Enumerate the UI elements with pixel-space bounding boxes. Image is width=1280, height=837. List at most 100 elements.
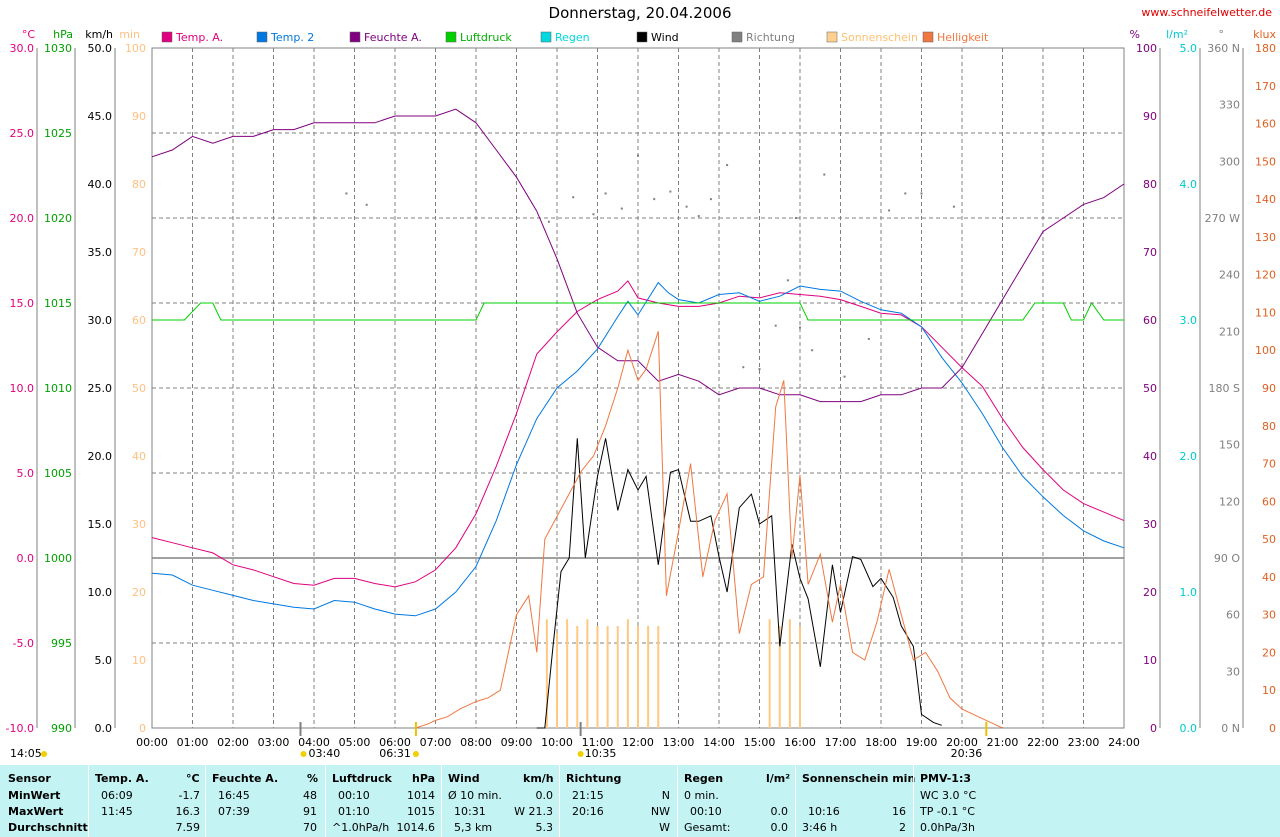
- pressure-axis-tick-label: 1025: [44, 127, 72, 140]
- time-tick-label: 14:00: [703, 736, 735, 749]
- chart-title: Donnerstag, 20.04.2006: [548, 4, 732, 22]
- sunmin-tick-label: 10: [132, 654, 146, 667]
- pressure-max-value: 1015: [407, 805, 435, 818]
- direction-point: [867, 337, 870, 340]
- rain-axis-tick-label: 3.0: [1180, 314, 1198, 327]
- sunmin-tick-label: 80: [132, 178, 146, 191]
- temp-axis-tick-label: -10.0: [6, 722, 34, 735]
- wind-axis-tick-label: 35.0: [88, 246, 113, 259]
- summary-table: Sensor MinWert MaxWert Durchschnitt Temp…: [0, 765, 1280, 837]
- legend-swatch: [445, 31, 457, 43]
- direction-point: [592, 213, 595, 216]
- humidity-max-value: 91: [303, 805, 317, 818]
- temp-min-time: 06:09: [101, 789, 133, 802]
- lux-tick-label: 70: [1262, 458, 1276, 471]
- wind-max-time: 10:31: [454, 805, 486, 818]
- lux-tick-label: 10: [1262, 684, 1276, 697]
- legend-swatch: [349, 31, 361, 43]
- lux-tick-label: 50: [1262, 533, 1276, 546]
- lux-tick-label: 160: [1255, 118, 1276, 131]
- direction-axis-tick-label: 210: [1219, 325, 1240, 338]
- direction-axis-tick-label: 270 W: [1205, 212, 1240, 225]
- sunmin-tick-label: 70: [132, 246, 146, 259]
- humidity-unit: %: [307, 772, 319, 785]
- direction-point: [742, 366, 745, 369]
- site-url[interactable]: www.schneifelwetter.de: [1141, 6, 1272, 19]
- legend-swatch: [731, 31, 743, 43]
- temp-axis-tick-label: 25.0: [10, 127, 35, 140]
- sunmin-tick-label: 50: [132, 382, 146, 395]
- lux-tick-label: 170: [1255, 80, 1276, 93]
- lux-tick-label: 130: [1255, 231, 1276, 244]
- time-tick-label: 10:00: [541, 736, 573, 749]
- direction-axis-tick-label: 0 N: [1221, 722, 1240, 735]
- humidity-axis-tick-label: 100: [1136, 42, 1157, 55]
- solar-noon-label: 10:35: [585, 747, 617, 760]
- sunmin-tick-label: 90: [132, 110, 146, 123]
- direction-point: [823, 173, 826, 176]
- time-tick-label: 16:00: [784, 736, 816, 749]
- wind-axis-tick-label: 30.0: [88, 314, 113, 327]
- rain-total-value: 0.0: [770, 821, 789, 834]
- rain-max-value: 0.0: [770, 805, 789, 818]
- direction-min-value: N: [661, 789, 670, 802]
- legend-label: Wind: [651, 31, 679, 44]
- first-time-label: 14:05: [10, 747, 42, 760]
- pressure-avg-value: 1014.6: [396, 821, 436, 834]
- time-tick-label: 00:00: [136, 736, 168, 749]
- direction-point: [794, 217, 797, 219]
- wind-axis-tick-label: 0.0: [95, 722, 113, 735]
- direction-max-value: NW: [650, 805, 670, 818]
- lux-tick-label: 60: [1262, 495, 1276, 508]
- wind-min-value: 0.0: [535, 789, 554, 802]
- direction-point: [547, 220, 550, 223]
- pressure-axis-tick-label: 990: [51, 722, 72, 735]
- direction-axis-tick-label: 330: [1219, 99, 1240, 112]
- direction-avg-value: W: [659, 821, 670, 834]
- direction-header: Richtung: [566, 772, 622, 785]
- direction-point: [365, 203, 368, 206]
- time-tick-label: 03:00: [258, 736, 290, 749]
- direction-axis-tick-label: 360 N: [1207, 42, 1240, 55]
- pressure-axis-tick-label: 1000: [44, 552, 72, 565]
- sunmin-tick-label: 30: [132, 518, 146, 531]
- solar-noon-icon: [577, 751, 584, 757]
- weather-chart: °C30.025.020.015.010.05.00.0-5.0-10.0hPa…: [6, 28, 1277, 760]
- wind-axis-tick-label: 40.0: [88, 178, 113, 191]
- direction-min-time: 21:15: [572, 789, 604, 802]
- pressure-axis-tick-label: 1010: [44, 382, 72, 395]
- sunshine-avg-value: 2: [899, 821, 906, 834]
- humidity-axis-tick-label: 10: [1143, 654, 1157, 667]
- rain-axis-tick-label: 5.0: [1180, 42, 1198, 55]
- direction-axis-tick-label: 120: [1219, 495, 1240, 508]
- rain-header: Regen: [684, 772, 724, 785]
- direction-axis-tick-label: 90 O: [1214, 552, 1240, 565]
- series-line-luftdruck: [152, 302, 1124, 321]
- time-tick-label: 06:00: [379, 736, 411, 749]
- lux-tick-label: 140: [1255, 193, 1276, 206]
- humidity-axis-unit: %: [1130, 28, 1140, 41]
- pressure-axis-tick-label: 1020: [44, 212, 72, 225]
- temp-axis-tick-label: 15.0: [10, 297, 35, 310]
- wind-distance: 5,3 km: [454, 821, 493, 834]
- direction-axis-tick-label: 180 S: [1209, 382, 1240, 395]
- lux-tick-label: 180: [1255, 42, 1276, 55]
- time-tick-label: 13:00: [663, 736, 695, 749]
- direction-point: [572, 196, 575, 199]
- temp-axis-tick-label: 5.0: [17, 467, 35, 480]
- humidity-axis-tick-label: 70: [1143, 246, 1157, 259]
- humidity-axis-tick-label: 0: [1150, 722, 1157, 735]
- humidity-min-value: 48: [303, 789, 317, 802]
- rain-total-label: Gesamt:: [684, 821, 731, 834]
- lux-tick-label: 150: [1255, 155, 1276, 168]
- pmv-header: PMV-1:3: [920, 772, 971, 785]
- direction-point: [843, 375, 846, 378]
- humidity-axis-tick-label: 30: [1143, 518, 1157, 531]
- direction-axis-tick-label: 150: [1219, 439, 1240, 452]
- row-label-max: MaxWert: [8, 805, 64, 818]
- lux-tick-label: 0: [1269, 722, 1276, 735]
- wind-max-value: W 21.3: [514, 805, 553, 818]
- time-tick-label: 17:00: [825, 736, 857, 749]
- direction-axis-tick-label: 300: [1219, 155, 1240, 168]
- direction-point: [952, 205, 955, 208]
